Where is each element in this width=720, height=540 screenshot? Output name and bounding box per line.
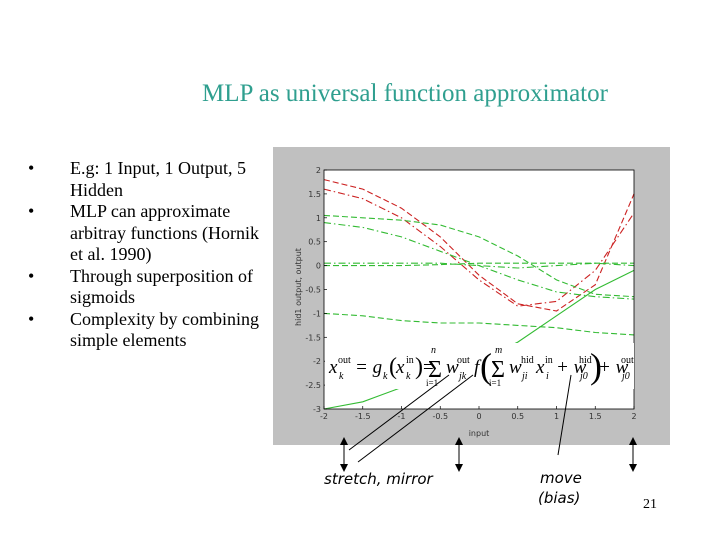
move-pointer xyxy=(557,374,572,456)
formula-x2: x xyxy=(535,357,545,378)
x-tick-label: -2 xyxy=(320,412,328,421)
series-line xyxy=(324,262,634,267)
bullet-item: • MLP can approximate arbitray functions … xyxy=(28,201,268,266)
formula-paren-close: ) xyxy=(415,354,423,380)
bullet-text: E.g: 1 Input, 1 Output, 5 Hidden xyxy=(70,158,246,200)
x-tick-label: 1 xyxy=(554,412,559,421)
formula: x k out = g k ( x k in ) = n Σ i=1 w jk … xyxy=(325,343,634,389)
bullet-item: • Complexity by combining simple elements xyxy=(28,309,268,352)
series-layer xyxy=(323,179,635,410)
formula-w4-sub: j0 xyxy=(620,371,630,382)
y-tick-label: -1.5 xyxy=(305,333,321,342)
arrowhead-right-down xyxy=(629,464,637,472)
tick-layer: -2 -1.5 -1 -0.5 0 0.5 1 1.5 2 2 1.5 1 0.5 0 -0.5 -1 -1.5… xyxy=(305,166,636,421)
bullet-dot: • xyxy=(28,158,35,178)
formula-f: f xyxy=(474,357,482,378)
sum2-sigma: Σ xyxy=(491,357,505,383)
series-line xyxy=(323,179,635,312)
formula-w2-sup: hid xyxy=(521,355,534,366)
stretch-pointer-2 xyxy=(357,374,474,463)
series-line xyxy=(323,214,635,298)
sum1-sigma: Σ xyxy=(428,357,442,383)
series-line xyxy=(323,312,635,336)
y-tick-label: -0.5 xyxy=(305,286,321,295)
arrowhead-left-down xyxy=(340,464,348,472)
chart-figure: -2 -1.5 -1 -0.5 0 0.5 1 1.5 2 2 1.5 1 0.5 0 -0.5 -1 -1.5… xyxy=(273,147,670,445)
y-tick-label: 0.5 xyxy=(308,238,321,247)
bullet-item: • Through superposition of sigmoids xyxy=(28,266,268,309)
bullet-dot: • xyxy=(28,308,35,329)
formula-w4-sup: out xyxy=(621,355,634,366)
formula-paren-open: ( xyxy=(389,354,397,380)
page-number: 21 xyxy=(643,497,657,512)
formula-plus2: + w xyxy=(598,357,629,378)
stretch-pointer-1 xyxy=(348,374,450,451)
formula-x2-sub: i xyxy=(546,371,549,382)
formula-lhs-sub: k xyxy=(339,371,344,382)
arrowhead-middle-down xyxy=(455,464,463,472)
y-tick-label: 1 xyxy=(316,214,321,223)
formula-w1-sup: out xyxy=(457,355,470,366)
formula-arg-sub: k xyxy=(406,371,411,382)
formula-g-sub: k xyxy=(383,371,388,382)
formula-arg-sup: in xyxy=(406,355,414,366)
x-axis-label: input xyxy=(469,429,490,438)
formula-lhs-sup: out xyxy=(338,355,351,366)
y-tick-label: -2 xyxy=(313,357,321,366)
bullet-text: MLP can approximate arbitray functions (… xyxy=(70,201,259,264)
stretch-mirror-label: stretch, mirror xyxy=(324,470,433,488)
series-line xyxy=(323,188,635,307)
formula-eq2: = xyxy=(423,357,434,378)
x-tick-label: -1 xyxy=(398,412,406,421)
slide-title: MLP as universal function approximator xyxy=(202,80,608,107)
formula-arg: x xyxy=(395,357,405,378)
formula-plus1: + w xyxy=(556,357,587,378)
bullet-dot: • xyxy=(28,265,35,286)
move-label: move xyxy=(540,469,582,487)
arrowhead-left-up xyxy=(340,437,348,445)
x-tick-label: 1.5 xyxy=(589,412,602,421)
bias-label: (bias) xyxy=(538,489,581,507)
y-tick-label: 2 xyxy=(316,166,321,175)
x-tick-label: 2 xyxy=(631,412,636,421)
arrowhead-right-up xyxy=(629,437,637,445)
bullet-item: • E.g: 1 Input, 1 Output, 5 Hidden xyxy=(28,158,268,201)
formula-w3-sup: hid xyxy=(579,355,592,366)
x-tick-label: 0.5 xyxy=(511,412,524,421)
y-tick-label: -1 xyxy=(313,309,321,318)
formula-w2-sub: ji xyxy=(520,371,528,382)
y-tick-label: 1.5 xyxy=(308,190,321,199)
bullet-text: Through superposition of sigmoids xyxy=(70,265,253,308)
x-tick-label: 0 xyxy=(476,412,481,421)
y-axis-label: hid1 output, output xyxy=(294,248,303,326)
x-tick-label: -1.5 xyxy=(355,412,371,421)
formula-big-paren-close: ) xyxy=(590,346,602,386)
formula-w1: w xyxy=(446,357,459,378)
formula-w2: w xyxy=(509,357,522,378)
x-tick-label: -0.5 xyxy=(432,412,448,421)
arrowhead-middle-up xyxy=(455,437,463,445)
formula-w3-sub: j0 xyxy=(578,371,588,382)
formula-background xyxy=(325,343,634,389)
formula-eq1: = g xyxy=(355,357,382,378)
bullet-text: Complexity by combining simple elements xyxy=(70,308,259,351)
line-chart: -2 -1.5 -1 -0.5 0 0.5 1 1.5 2 2 1.5 1 0.5 0 -0.5 -1 -1.5… xyxy=(294,166,637,438)
y-tick-label: -3 xyxy=(313,405,321,414)
sum2-bottom: i=1 xyxy=(489,378,501,388)
sum1-bottom: i=1 xyxy=(426,378,438,388)
y-tick-label: -2.5 xyxy=(305,381,321,390)
sum1-top: n xyxy=(431,345,436,356)
y-tick-label: 0 xyxy=(316,262,321,271)
formula-lhs: x xyxy=(328,357,338,378)
bullet-list: • E.g: 1 Input, 1 Output, 5 Hidden • MLP c… xyxy=(28,158,268,352)
formula-x2-sup: in xyxy=(545,355,553,366)
formula-w1-sub: jk xyxy=(457,371,467,382)
formula-big-paren-open: ( xyxy=(480,346,492,386)
sum2-top: m xyxy=(495,345,502,356)
bullet-dot: • xyxy=(28,201,35,221)
series-line xyxy=(324,262,635,269)
